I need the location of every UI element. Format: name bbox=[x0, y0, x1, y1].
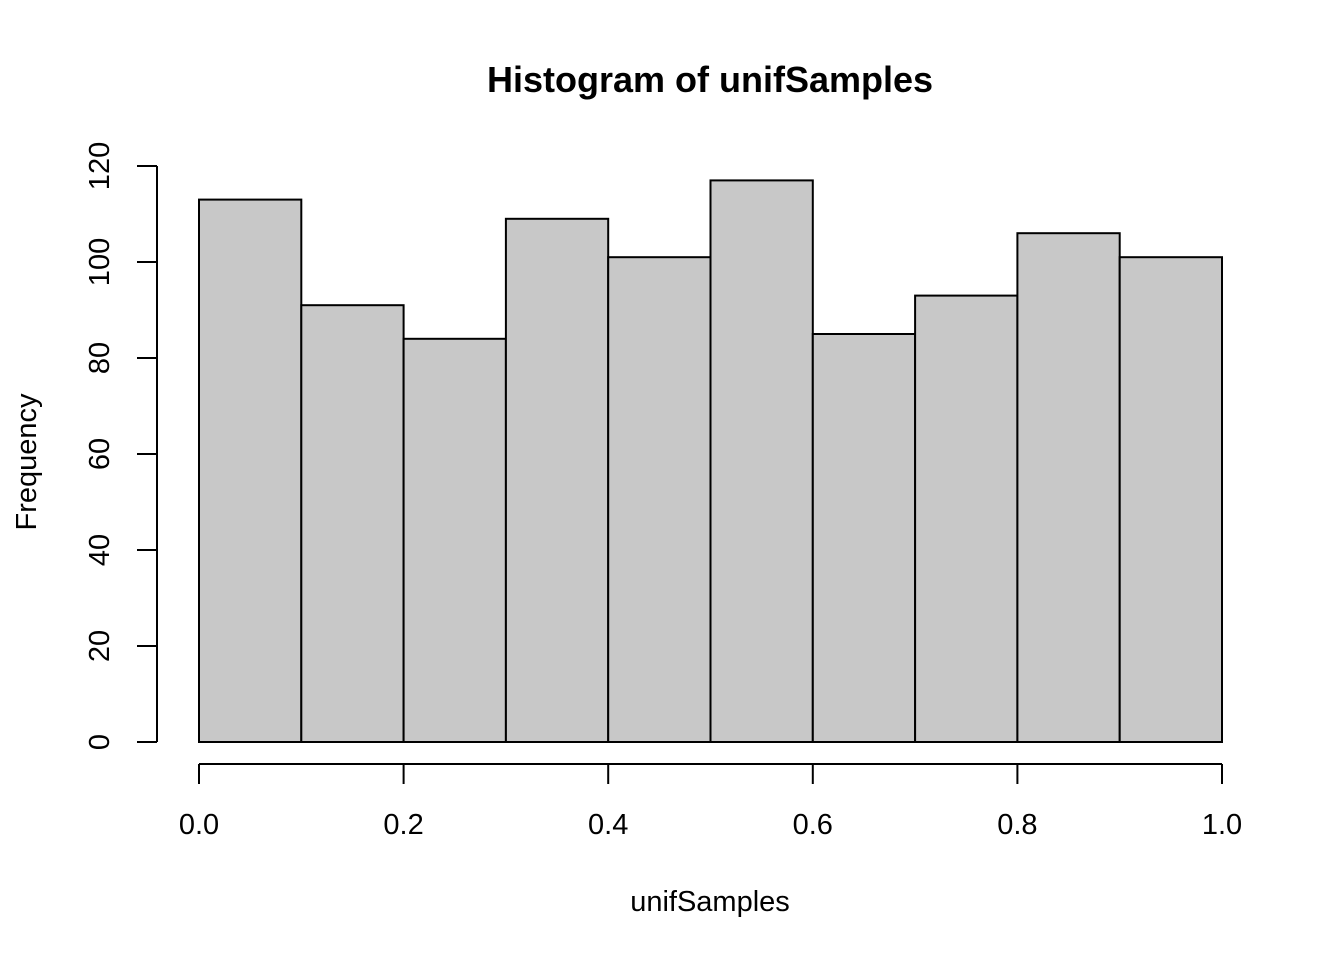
bar-2 bbox=[402, 337, 507, 743]
x-tick-label-2: 0.4 bbox=[588, 809, 628, 841]
bar-0 bbox=[198, 198, 303, 744]
bars-group bbox=[198, 179, 1223, 744]
y-tick-label-4: 80 bbox=[84, 342, 116, 374]
bar-4 bbox=[607, 256, 712, 743]
x-tick-label-1: 0.2 bbox=[383, 809, 423, 841]
y-tick-label-1: 20 bbox=[84, 630, 116, 662]
bar-8 bbox=[1016, 232, 1121, 743]
x-axis: 0.0 0.2 0.4 0.6 0.8 1.0 bbox=[179, 763, 1242, 841]
y-tick-label-5: 100 bbox=[84, 238, 116, 286]
y-tick-label-3: 60 bbox=[84, 438, 116, 470]
chart-title: Histogram of unifSamples bbox=[487, 59, 933, 100]
x-tick-label-4: 0.8 bbox=[997, 809, 1037, 841]
bar-5 bbox=[709, 179, 814, 743]
y-axis-label: Frequency bbox=[11, 393, 43, 531]
y-tick-label-2: 40 bbox=[84, 534, 116, 566]
bar-3 bbox=[504, 217, 610, 744]
bar-1 bbox=[300, 304, 405, 743]
bar-7 bbox=[914, 294, 1019, 743]
x-tick-label-5: 1.0 bbox=[1202, 809, 1242, 841]
bar-6 bbox=[811, 333, 917, 743]
x-axis-label: unifSamples bbox=[630, 886, 790, 918]
y-axis: 0 20 40 60 80 100 120 bbox=[84, 142, 158, 750]
bar-9 bbox=[1118, 256, 1223, 743]
y-tick-label-6: 120 bbox=[84, 142, 116, 190]
x-tick-label-3: 0.6 bbox=[793, 809, 833, 841]
x-tick-label-0: 0.0 bbox=[179, 809, 219, 841]
y-tick-label-0: 0 bbox=[84, 734, 116, 750]
